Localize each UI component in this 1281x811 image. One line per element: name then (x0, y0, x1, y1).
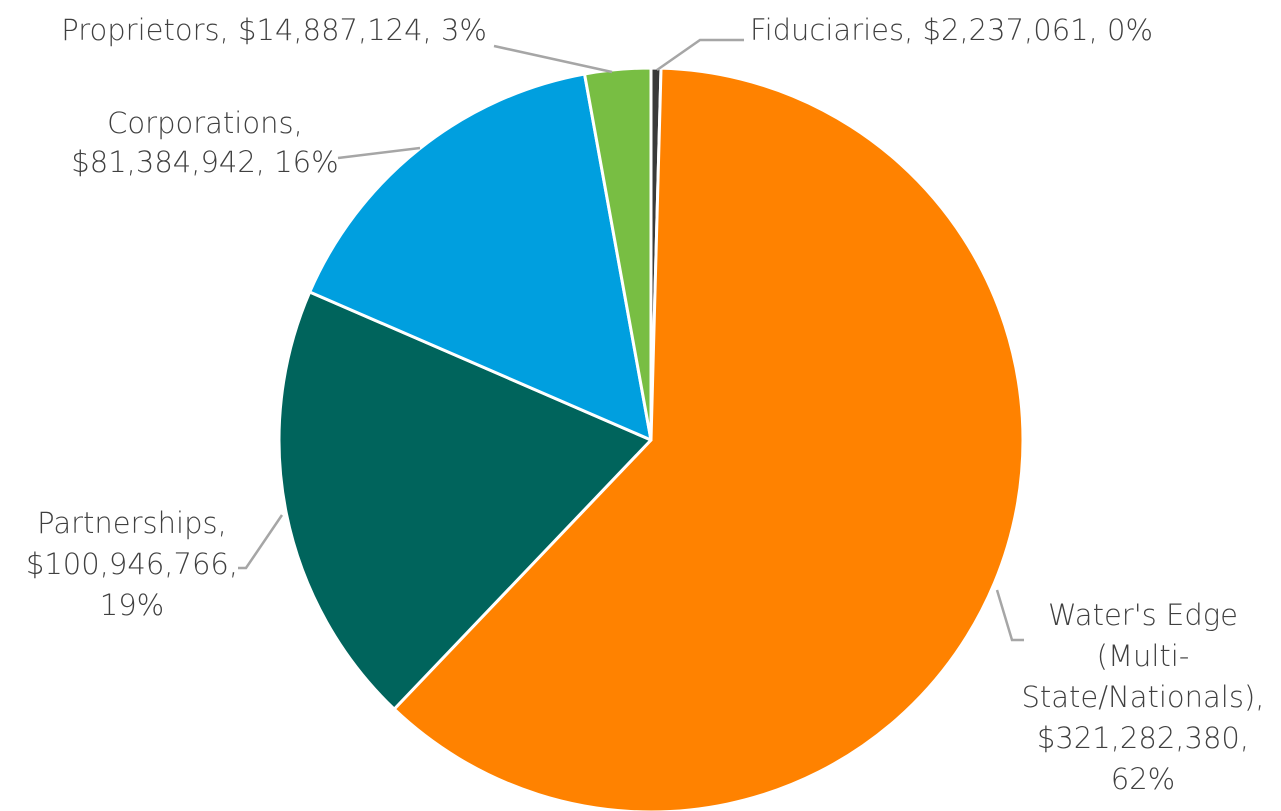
leader-line (493, 44, 613, 74)
slice-label: $81,384,942, 16% (71, 145, 338, 179)
pie-slice (392, 66, 1025, 811)
slice-label: Partnerships, (37, 506, 227, 540)
slice-label: Proprietors, $14,887,124, 3% (61, 13, 487, 47)
slice-label: 62% (1111, 762, 1175, 796)
pie-slice (277, 290, 653, 711)
slice-label: $321,282,380, (1037, 721, 1249, 755)
slice-label: Fiduciaries, $2,237,061, 0% (750, 13, 1153, 47)
leader-line (337, 146, 421, 160)
leader-line (995, 589, 1024, 642)
slice-label: (Multi- (1097, 639, 1190, 673)
slice-label: Water's Edge (1048, 598, 1238, 632)
pie-slice (583, 66, 653, 442)
slice-label: Corporations, (107, 106, 303, 140)
leader-line (656, 38, 744, 72)
slice-label: $100,946,766, (26, 547, 238, 581)
slice-label: State/Nationals), (1021, 680, 1264, 714)
slice-label: 19% (100, 588, 164, 622)
leader-line (238, 514, 284, 570)
